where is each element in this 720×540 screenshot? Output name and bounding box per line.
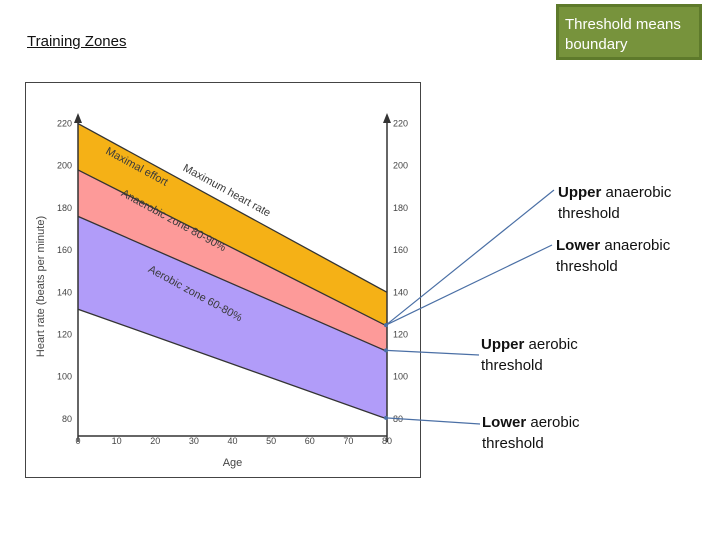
y-tick-left-6: 200 [57,161,72,171]
threshold-note: Threshold means boundary [556,4,702,60]
y-tick-left-3: 140 [57,287,72,297]
x-axis-label: Age [223,457,243,469]
zone-1 [78,169,387,352]
zone-0 [78,123,387,327]
y-tick-left-7: 220 [57,119,72,129]
y-tick-right-7: 220 [393,119,408,129]
x-tick-0: 0 [75,436,80,446]
x-tick-4: 40 [227,436,237,446]
y-tick-left-4: 160 [57,245,72,255]
y-tick-right-4: 160 [393,245,408,255]
callout-rest: anaerobic [601,184,672,201]
callout-line2: threshold [481,357,543,374]
y-tick-left-1: 100 [57,372,72,382]
callout-rest: anaerobic [600,237,671,254]
y-tick-right-2: 120 [393,330,408,340]
y-tick-left-0: 80 [62,414,72,424]
callout-line2: threshold [558,205,620,222]
y-tick-right-5: 180 [393,203,408,213]
y-axis-label: Heart rate (beats per minute) [35,216,47,357]
series-line-3 [77,308,388,420]
x-tick-1: 10 [112,436,122,446]
callout-upper-anaerobic: Upper anaerobic threshold [558,182,671,224]
callout-rest: aerobic [526,414,580,431]
x-tick-6: 60 [305,436,315,446]
y-tick-right-6: 200 [393,161,408,171]
y-tick-right-3: 140 [393,287,408,297]
callout-key: Lower [556,237,601,254]
callout-lower-aerobic: Lower aerobic threshold [482,412,580,454]
y-axis-left-arrow [74,113,82,123]
callout-key: Upper [558,184,602,201]
y-tick-left-2: 120 [57,330,72,340]
zone-2 [78,216,387,419]
callout-lower-anaerobic: Lower anaerobic threshold [556,235,670,277]
y-tick-right-1: 100 [393,372,408,382]
x-tick-5: 50 [266,436,276,446]
series-line-1 [77,169,388,327]
callout-upper-aerobic: Upper aerobic threshold [481,334,578,376]
slide-title: Training Zones [27,33,127,50]
callout-line2: threshold [556,258,618,275]
x-tick-7: 70 [343,436,353,446]
y-axis-right-arrow [383,113,391,123]
x-tick-8: 80 [382,436,392,446]
y-tick-right-0: 80 [393,414,403,424]
callout-rest: aerobic [524,336,578,353]
x-tick-2: 20 [150,436,160,446]
series-line-2 [77,215,388,352]
y-tick-left-5: 180 [57,203,72,213]
x-tick-3: 30 [189,436,199,446]
callout-line2: threshold [482,435,544,452]
callout-key: Lower [482,414,527,431]
callout-key: Upper [481,336,525,353]
heart-rate-zone-chart: 8010012014016018020022080100120140160180… [35,113,408,469]
series-line-0 [77,122,388,293]
chart-frame: 80 100 120 140 160 180 200 220 80 100 120 140 160 180… [25,82,421,478]
